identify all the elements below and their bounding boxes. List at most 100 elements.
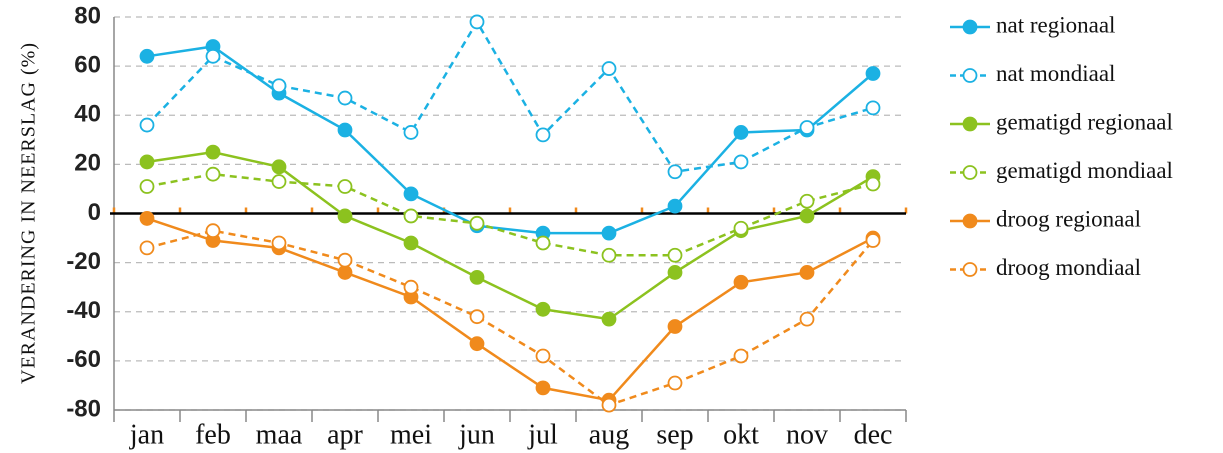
data-point: [469, 309, 485, 325]
data-point: [865, 66, 881, 81]
data-point: [337, 179, 353, 194]
series-line: [146, 172, 874, 257]
data-point: [271, 159, 287, 175]
y-tick-label: -40: [66, 297, 101, 324]
legend-swatch-marker: [962, 19, 978, 35]
legend-swatch-marker: [962, 165, 978, 180]
data-point: [469, 269, 485, 285]
data-point: [601, 397, 617, 413]
data-point: [667, 164, 683, 180]
data-point: [139, 179, 155, 194]
x-tick-label: jan: [129, 419, 164, 450]
data-point: [733, 154, 749, 170]
data-point: [469, 215, 485, 231]
data-point: [799, 193, 815, 209]
y-tick-label: 60: [74, 51, 101, 78]
data-point: [865, 233, 881, 248]
series-line: [146, 217, 874, 402]
data-point: [205, 144, 221, 160]
legend-label: nat regionaal: [996, 12, 1115, 37]
data-point: [733, 348, 749, 364]
data-point: [139, 240, 155, 256]
legend-label: gematigd regionaal: [996, 109, 1173, 134]
data-point: [271, 78, 287, 94]
series-line: [146, 45, 874, 235]
data-point: [865, 100, 881, 116]
legend-label: gematigd mondiaal: [996, 158, 1173, 183]
data-point: [403, 186, 419, 202]
data-point: [139, 48, 155, 64]
legend-label: droog regionaal: [996, 206, 1141, 231]
data-point: [535, 380, 551, 396]
data-point: [535, 348, 551, 364]
data-point: [469, 336, 485, 352]
data-point: [403, 125, 419, 140]
x-tick-label: okt: [723, 419, 759, 450]
y-tick-label: -80: [66, 395, 101, 422]
data-point: [205, 223, 221, 239]
data-point: [799, 311, 815, 327]
data-point: [601, 311, 617, 327]
y-tick-label: -60: [66, 346, 101, 373]
x-tick-label: nov: [786, 419, 828, 450]
data-point: [271, 235, 287, 251]
data-point: [403, 235, 419, 251]
data-point: [337, 122, 353, 138]
data-point: [601, 225, 617, 241]
data-point: [667, 265, 683, 280]
data-point: [337, 252, 353, 268]
data-point: [337, 208, 353, 224]
series-line: [146, 150, 874, 321]
data-point: [205, 48, 221, 64]
x-tick-label: dec: [854, 419, 893, 450]
data-point: [337, 265, 353, 280]
data-point: [535, 127, 551, 143]
data-point: [667, 319, 683, 334]
data-point: [799, 120, 815, 135]
data-point: [139, 117, 155, 133]
y-tick-label: -20: [66, 248, 101, 275]
data-point: [733, 220, 749, 236]
data-point: [337, 90, 353, 106]
x-tick-label: maa: [256, 419, 303, 450]
data-point: [799, 208, 815, 224]
data-point: [733, 274, 749, 290]
x-tick-label: mei: [390, 419, 432, 450]
data-point: [403, 279, 419, 295]
legend-label: nat mondiaal: [996, 61, 1115, 86]
data-point: [667, 247, 683, 263]
data-point: [271, 174, 287, 189]
series-line: [146, 229, 874, 407]
data-point: [205, 166, 221, 182]
x-tick-label: apr: [327, 419, 363, 450]
data-point: [139, 211, 155, 226]
data-point: [535, 301, 551, 317]
data-point: [799, 265, 815, 280]
y-tick-label: 0: [88, 199, 101, 226]
legend-swatch-marker: [962, 116, 978, 132]
x-tick-label: aug: [589, 419, 629, 450]
x-tick-label: sep: [656, 419, 693, 450]
legend-swatch-marker: [962, 262, 978, 277]
data-point: [667, 198, 683, 214]
series-line: [146, 19, 874, 174]
data-point: [733, 125, 749, 140]
legend-label: droog mondiaal: [996, 255, 1141, 280]
x-tick-label: jun: [458, 419, 495, 450]
data-point: [865, 176, 881, 192]
y-tick-label: 80: [74, 2, 101, 29]
data-point: [667, 375, 683, 391]
y-axis-label: VERANDERING IN NEERSLAG (%): [18, 42, 40, 384]
x-tick-label: feb: [195, 419, 231, 450]
y-tick-label: 20: [74, 150, 101, 177]
x-tick-label: jul: [527, 419, 558, 450]
data-point: [601, 61, 617, 76]
legend-swatch-marker: [962, 68, 978, 83]
data-point: [469, 14, 485, 30]
data-point: [403, 208, 419, 224]
data-point: [601, 247, 617, 263]
data-point: [535, 235, 551, 251]
y-tick-label: 40: [74, 101, 101, 128]
data-point: [139, 154, 155, 170]
